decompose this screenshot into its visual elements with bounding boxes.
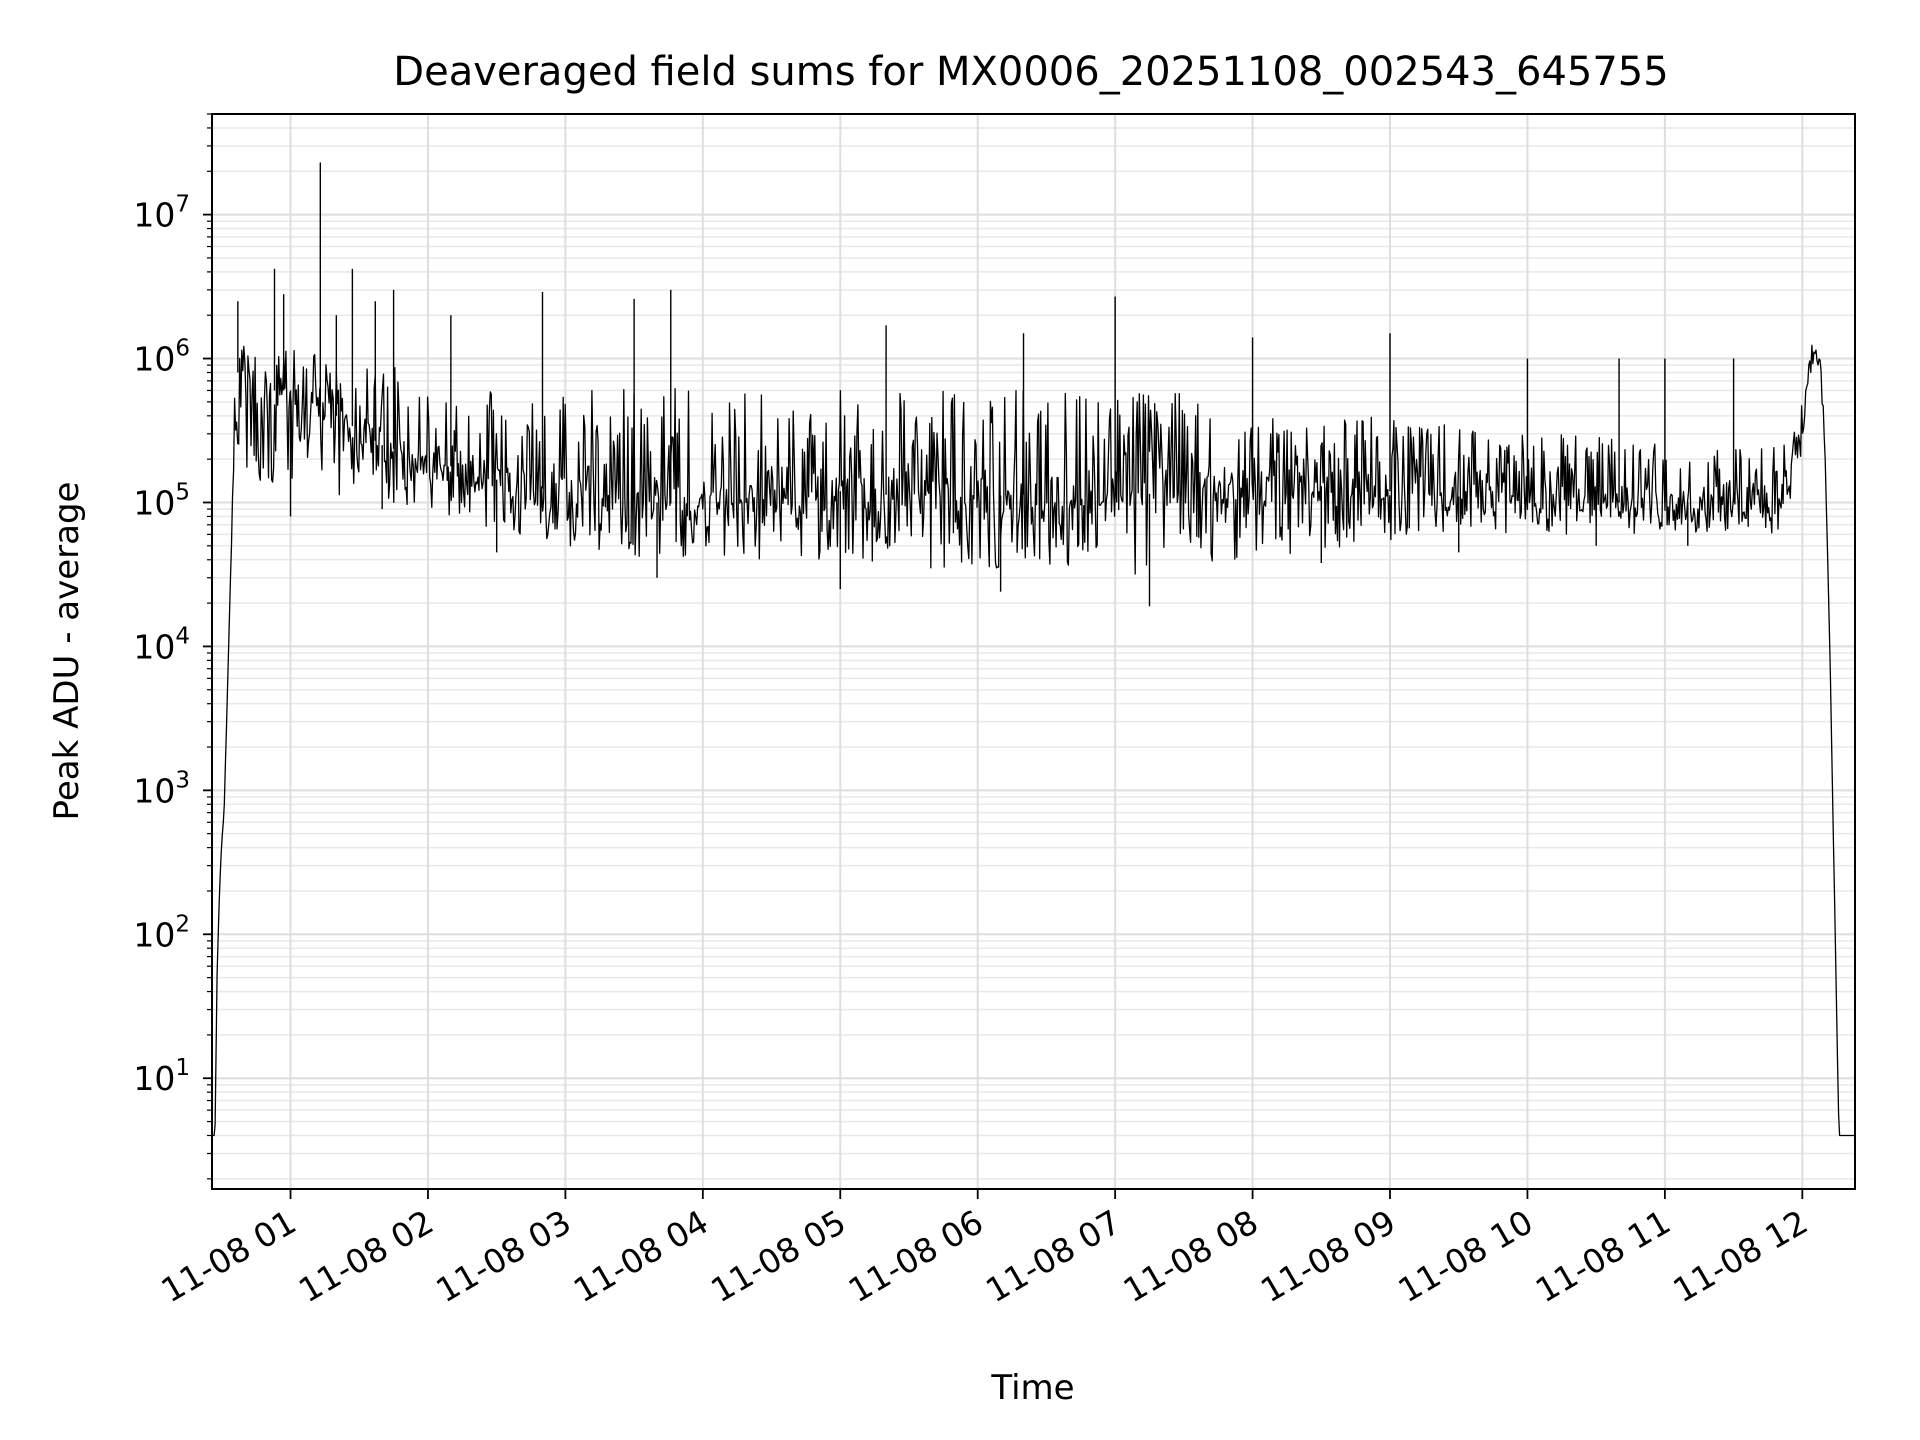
y-axis: 101 102 103 104 105 106 107 <box>133 113 212 1180</box>
y-tick-label: 106 <box>133 336 190 379</box>
y-tick-label: 104 <box>133 623 190 666</box>
y-tick-label: 101 <box>133 1055 190 1098</box>
y-tick-label: 103 <box>133 767 190 810</box>
axes-frame <box>211 113 1856 1190</box>
data-series-line <box>212 344 1855 1137</box>
chart-title: Deaveraged field sums for MX0006_2025110… <box>393 49 1668 95</box>
plot-area <box>212 162 1855 1137</box>
y-tick-label: 102 <box>133 911 190 954</box>
y-tick-label: 107 <box>133 192 190 235</box>
y-axis-label: Peak ADU - average <box>47 482 87 821</box>
y-tick-label: 105 <box>133 479 190 522</box>
x-axis-label: Time <box>990 1368 1074 1408</box>
grid-lines <box>212 113 1855 1189</box>
